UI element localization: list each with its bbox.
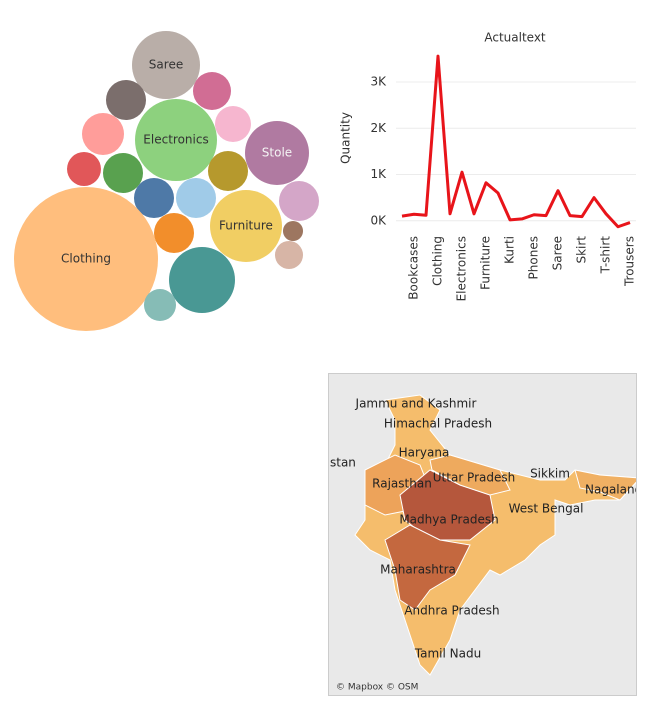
map-label: Jammu and Kashmir xyxy=(355,397,477,411)
y-tick-label: 0K xyxy=(370,213,387,227)
bubble xyxy=(135,99,217,181)
map-label: Andhra Pradesh xyxy=(404,604,499,618)
bubble xyxy=(133,177,175,219)
bubble-label: Saree xyxy=(149,58,183,72)
bubble xyxy=(282,220,304,242)
bubble-label: Electronics xyxy=(143,133,208,147)
map: Jammu and Kashmir Himachal Pradesh Harya… xyxy=(328,373,642,696)
x-tick-label: T-shirt xyxy=(599,236,613,275)
map-label: Nagaland xyxy=(585,483,642,497)
map-label: Uttar Pradesh xyxy=(433,471,515,485)
map-label: Madhya Pradesh xyxy=(399,513,498,527)
x-tick-label: Kurti xyxy=(503,236,517,264)
bubble xyxy=(175,177,217,219)
x-tick-label: Skirt xyxy=(575,236,589,264)
northeast xyxy=(574,469,636,501)
bubble xyxy=(81,112,125,156)
maharashtra xyxy=(384,524,471,611)
x-tick-label: Furniture xyxy=(479,236,493,290)
bubble-label: Clothing xyxy=(61,252,111,266)
map-attribution: © Mapbox © OSM xyxy=(336,683,418,693)
bubble-label: Furniture xyxy=(219,219,273,233)
uttar-pradesh xyxy=(429,454,511,496)
bubble xyxy=(143,288,177,322)
line xyxy=(401,54,631,229)
map-label: Maharashtra xyxy=(380,563,456,577)
bubble xyxy=(274,240,304,270)
map-label: Rajasthan xyxy=(372,477,432,491)
x-tick-label: Electronics xyxy=(455,236,469,301)
map-label: Haryana xyxy=(399,446,450,460)
y-tick-label: 3K xyxy=(370,75,387,89)
y-tick-label: 2K xyxy=(370,121,387,135)
bubble xyxy=(105,79,147,121)
chart-title: Actualtext xyxy=(484,31,546,45)
x-tick-label: Clothing xyxy=(431,236,445,286)
bubble xyxy=(192,71,232,111)
x-tick-label: Bookcases xyxy=(407,236,421,300)
bubble xyxy=(245,121,309,185)
map-label: Tamil Nadu xyxy=(414,647,481,661)
bubble xyxy=(14,187,158,331)
bubble xyxy=(278,180,320,222)
bubble xyxy=(153,212,195,254)
bubble xyxy=(102,152,144,194)
x-tick-label: Saree xyxy=(551,236,565,270)
bubble xyxy=(67,152,101,186)
india xyxy=(354,394,636,676)
y-tick-label: 1K xyxy=(370,167,387,181)
y-axis-title: Quantity xyxy=(339,112,353,164)
bubble xyxy=(168,246,236,314)
bubble xyxy=(207,150,249,192)
x-tick-label: Phones xyxy=(527,236,541,279)
bubble xyxy=(210,190,282,262)
map-label: stan xyxy=(330,456,356,470)
bubble-label: Stole xyxy=(262,146,292,160)
x-tick-label: Trousers xyxy=(623,236,637,287)
bubble xyxy=(215,106,251,142)
map-label: West Bengal xyxy=(509,502,584,516)
map-label: Sikkim xyxy=(530,467,570,481)
map-label: Himachal Pradesh xyxy=(384,417,492,431)
bubble xyxy=(131,30,201,100)
